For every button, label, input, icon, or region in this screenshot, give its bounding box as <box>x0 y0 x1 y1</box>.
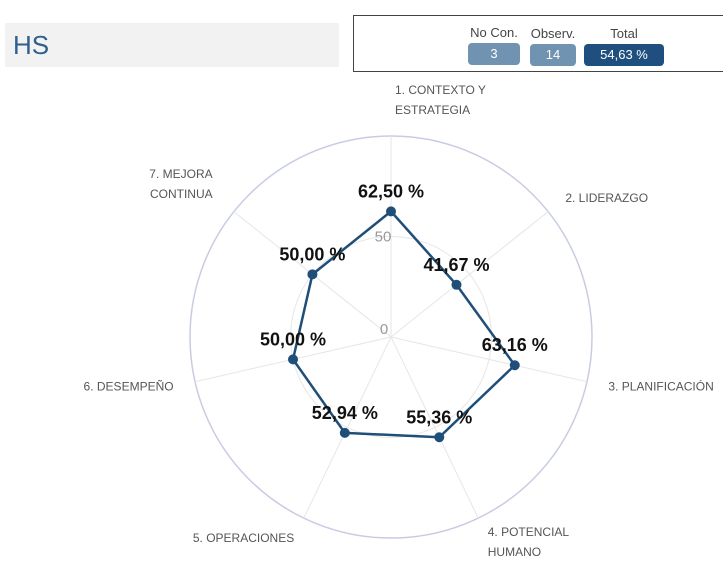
data-label: 52,94 % <box>312 403 378 423</box>
page-title: HS <box>13 30 50 60</box>
category-label: 6. DESEMPEÑO <box>84 380 174 394</box>
stat-no-con: No Con. 3 <box>468 25 520 65</box>
data-point <box>307 269 318 280</box>
data-label: 55,36 % <box>406 407 472 427</box>
category-label: 3. PLANIFICACIÓN <box>608 379 713 394</box>
category-label: 1. CONTEXTO Y ESTRATEGIA <box>395 83 486 117</box>
data-point <box>339 427 350 438</box>
stat-total-label: Total <box>610 26 638 41</box>
category-label: 5. OPERACIONES <box>193 531 294 545</box>
radial-tick-label: 0 <box>380 321 388 338</box>
axis-spoke <box>390 211 549 338</box>
title-box: HS <box>5 23 339 67</box>
axis-spoke <box>303 336 392 519</box>
data-point <box>434 432 445 443</box>
data-point <box>386 206 396 217</box>
data-label: 62,50 % <box>358 181 424 201</box>
data-label: 63,16 % <box>482 335 548 355</box>
data-point <box>288 354 299 365</box>
data-label: 41,67 % <box>423 255 489 275</box>
data-point <box>509 360 520 371</box>
category-label: 2. LIDERAZGO <box>565 191 648 205</box>
stat-observ: Observ. 14 <box>530 26 576 66</box>
stat-no-con-label: No Con. <box>470 25 518 40</box>
data-point <box>451 279 462 290</box>
category-label: 7. MEJORA CONTINUA <box>149 167 212 201</box>
stats-panel: No Con. 3 Observ. 14 Total 54,63 % <box>353 15 723 72</box>
data-label: 50,00 % <box>260 329 326 349</box>
axis-spoke <box>390 336 479 519</box>
stat-observ-label: Observ. <box>530 26 576 41</box>
series-line <box>291 210 517 439</box>
axis-spoke <box>390 336 588 383</box>
stat-total: Total 54,63 % <box>584 26 664 66</box>
radial-tick-label: 50 <box>375 229 392 246</box>
category-label: 4. POTENCIAL HUMANO <box>488 525 570 559</box>
data-label: 50,00 % <box>279 244 345 264</box>
stat-observ-value: 14 <box>530 44 576 66</box>
stat-total-value: 54,63 % <box>584 44 664 66</box>
stat-no-con-value: 3 <box>468 43 520 65</box>
